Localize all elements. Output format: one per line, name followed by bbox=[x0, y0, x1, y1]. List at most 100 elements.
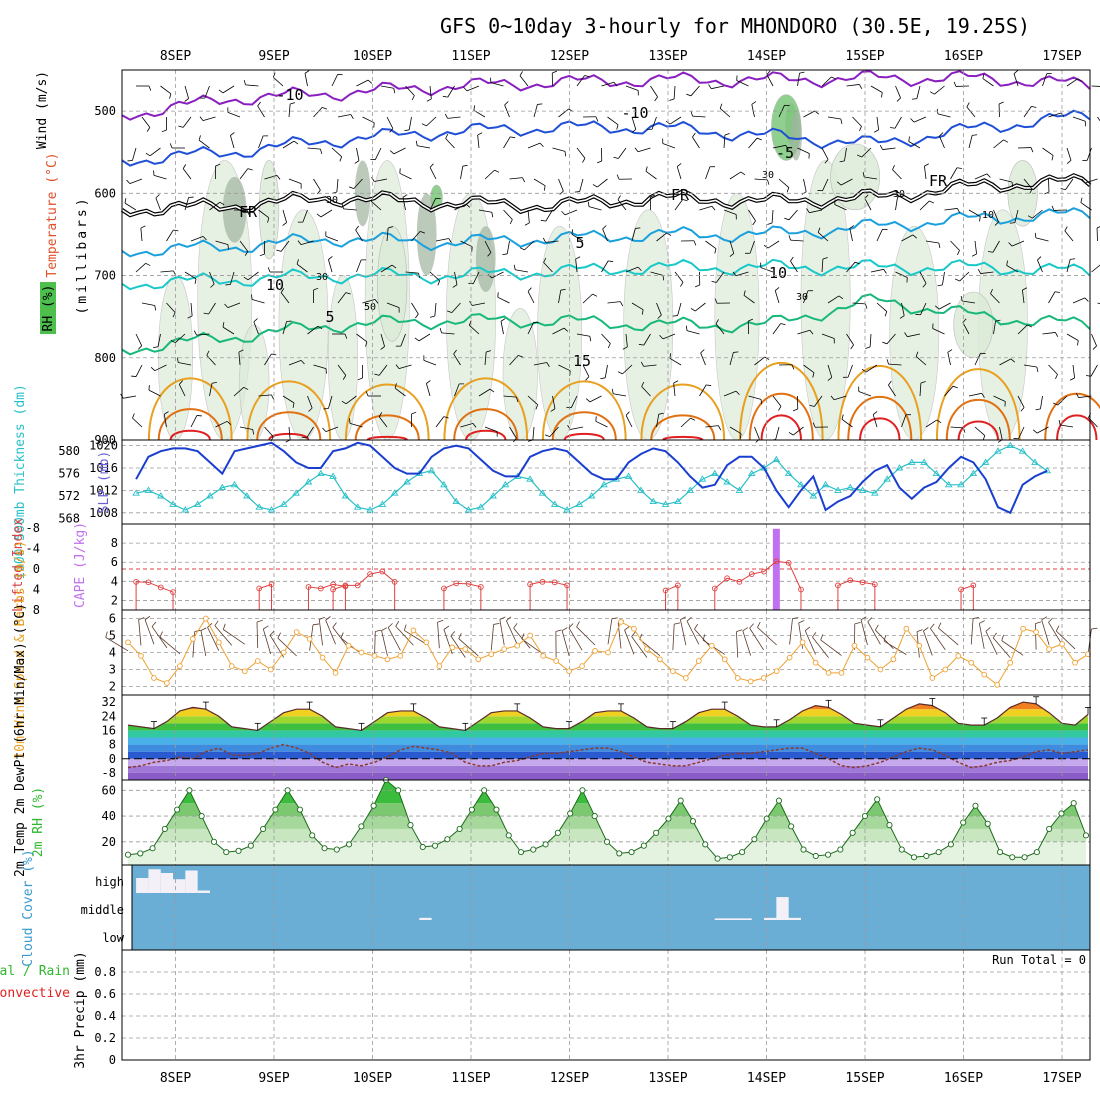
wind-barb bbox=[484, 426, 498, 433]
rh-marker bbox=[751, 836, 758, 843]
wind-barb bbox=[202, 116, 216, 121]
wind-barb bbox=[999, 426, 1003, 440]
thickness-marker bbox=[624, 472, 633, 479]
cape-tick-label: 4 bbox=[111, 574, 118, 588]
wind-barb bbox=[1048, 622, 1063, 645]
wind-barb bbox=[602, 228, 608, 242]
wind-barb-flag bbox=[320, 149, 323, 155]
wind-barb bbox=[1064, 230, 1074, 242]
wind-barb bbox=[846, 261, 856, 273]
wind-barb-flag bbox=[238, 349, 244, 353]
wind-barb-flag bbox=[585, 398, 591, 403]
wind-barb-flag bbox=[414, 337, 420, 342]
wind-barb bbox=[729, 171, 742, 180]
rh-marker bbox=[972, 802, 979, 809]
thickness-marker bbox=[797, 480, 805, 488]
thickness-marker bbox=[858, 486, 867, 493]
wind-barb bbox=[711, 85, 725, 90]
wind-barb bbox=[771, 209, 774, 223]
wind-barb-flag bbox=[179, 380, 183, 385]
wind-barb-flag bbox=[657, 314, 662, 319]
wind-barb-flag bbox=[1064, 226, 1068, 232]
wind-barb bbox=[1032, 209, 1043, 219]
wind-barb bbox=[789, 618, 793, 645]
wind-barb-flag bbox=[760, 399, 762, 405]
wind-barb-flag bbox=[786, 187, 790, 193]
wind-barb-flag bbox=[602, 225, 607, 230]
wind-barb bbox=[466, 85, 480, 92]
wind-barb-flag bbox=[506, 616, 512, 621]
wind-barb-flag bbox=[714, 298, 718, 304]
wind-barb bbox=[532, 426, 535, 440]
wind-barb bbox=[182, 168, 192, 180]
rh-marker bbox=[1070, 800, 1077, 807]
thickness-marker bbox=[1043, 466, 1052, 474]
wind-barb bbox=[411, 231, 421, 242]
wind-barb bbox=[336, 178, 339, 192]
lifted-index-marker bbox=[379, 568, 386, 575]
wind-barb bbox=[970, 618, 974, 645]
wind-barb bbox=[974, 240, 977, 254]
wind-barb bbox=[576, 147, 586, 159]
lifted-index-marker bbox=[478, 584, 484, 590]
wind-barb-flag bbox=[972, 134, 978, 136]
wind-barb-flag bbox=[592, 293, 598, 297]
wind-speed-marker bbox=[384, 656, 391, 663]
wind-barb-flag bbox=[500, 318, 506, 322]
temp-band bbox=[128, 758, 1088, 766]
wind-barb-flag bbox=[341, 400, 347, 405]
lifted-index-tick-label: -4 bbox=[26, 542, 40, 556]
rh-marker bbox=[739, 849, 746, 856]
wind-barb-flag bbox=[199, 116, 204, 121]
wind-barb-flag bbox=[345, 292, 351, 295]
wind-barb bbox=[355, 229, 363, 242]
wind-barb-flag bbox=[574, 191, 580, 193]
wind-barb bbox=[944, 385, 954, 397]
temp-band bbox=[128, 765, 1088, 773]
wind-barb-flag bbox=[513, 264, 516, 270]
wind-barb-flag bbox=[1020, 407, 1025, 412]
wind-barb-flag bbox=[340, 632, 344, 639]
wind-barb bbox=[561, 630, 570, 656]
wind-barb-flag bbox=[867, 617, 873, 623]
wind-barb-flag bbox=[850, 344, 854, 350]
temp-band bbox=[128, 702, 1088, 710]
rh-marker bbox=[432, 842, 439, 849]
lifted-index-marker bbox=[465, 581, 472, 587]
wind-barb-flag bbox=[561, 210, 566, 216]
wind-barb bbox=[821, 76, 832, 87]
wind-barb-flag bbox=[487, 252, 492, 257]
rh-marker bbox=[174, 806, 181, 813]
precip-tick-label: 0.8 bbox=[94, 965, 116, 979]
lifted-index-tick-label: 4 bbox=[33, 583, 40, 597]
wind-barb-flag bbox=[259, 253, 265, 257]
wind-barb bbox=[778, 178, 790, 188]
wind-barb-flag bbox=[584, 75, 590, 78]
wind-barb-flag bbox=[519, 71, 523, 76]
wind-barb bbox=[576, 626, 596, 646]
wind-barb bbox=[993, 321, 996, 335]
wind-speed-marker bbox=[254, 658, 261, 664]
wind-barb bbox=[558, 108, 569, 118]
wind-barb-flag bbox=[1027, 215, 1033, 219]
wind-barb bbox=[558, 290, 562, 304]
wind-barb bbox=[1013, 73, 1019, 87]
wind-barb-flag bbox=[839, 160, 845, 163]
wind-speed-marker bbox=[955, 653, 962, 659]
wind-barb-flag bbox=[1084, 297, 1089, 302]
wind-barb bbox=[429, 198, 437, 211]
wind-barb-flag bbox=[393, 88, 396, 94]
wind-barb bbox=[895, 271, 908, 278]
wind-barb bbox=[458, 638, 479, 657]
wind-barb bbox=[123, 395, 137, 399]
precip-tick-label: 0.6 bbox=[94, 987, 116, 1001]
wind-barb bbox=[686, 620, 700, 645]
wind-barb bbox=[672, 624, 675, 651]
wind-barb-flag bbox=[971, 253, 977, 257]
wind-barb bbox=[1040, 395, 1043, 409]
wind-speed-marker bbox=[410, 627, 417, 634]
wind-barb bbox=[772, 323, 781, 335]
wind-barb bbox=[374, 147, 382, 160]
contour-label: 30 bbox=[796, 292, 808, 303]
lifted-index-marker bbox=[835, 582, 841, 589]
